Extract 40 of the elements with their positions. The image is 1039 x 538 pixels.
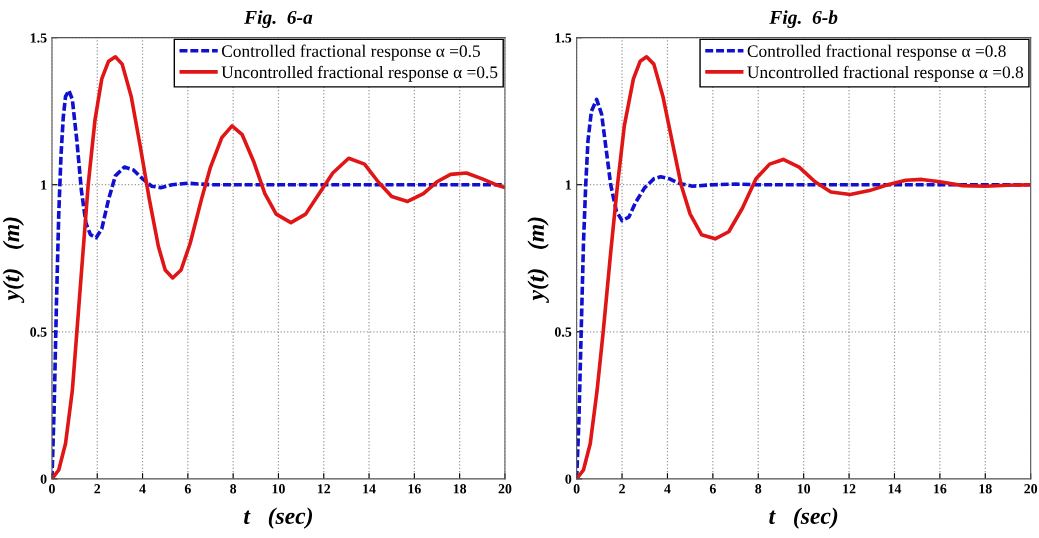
x-axis-title: t (sec) — [769, 507, 838, 529]
y-tick-label: 1 — [565, 180, 572, 190]
x-tick-label: 20 — [1024, 484, 1038, 494]
x-tick-label: 14 — [888, 484, 902, 494]
y-tick-label: 0 — [40, 474, 47, 484]
x-tick-label: 10 — [797, 484, 811, 494]
legend-label: Uncontrolled fractional response α =0.8 — [747, 65, 1024, 82]
x-tick-label: 4 — [664, 484, 671, 494]
chart-title: Fig. 6-a — [244, 10, 313, 28]
x-tick-label: 12 — [843, 484, 856, 494]
x-tick-label: 0 — [49, 484, 55, 494]
x-tick-label: 8 — [755, 484, 762, 494]
x-tick-label: 18 — [979, 484, 992, 494]
x-axis-title: t (sec) — [244, 507, 313, 529]
x-tick-label: 6 — [184, 484, 191, 494]
y-axis-title: y(t) (m) — [2, 217, 25, 303]
y-tick-label: 0.5 — [30, 327, 47, 337]
chart-title: Fig. 6-b — [769, 10, 838, 28]
y-tick-label: 1.5 — [30, 33, 47, 43]
y-tick-label: 1 — [41, 180, 47, 190]
y-tick-label: 0 — [565, 474, 572, 484]
x-tick-label: 10 — [272, 484, 285, 494]
x-tick-label: 6 — [709, 484, 716, 494]
x-tick-label: 20 — [498, 484, 512, 494]
x-tick-label: 12 — [317, 484, 331, 494]
x-tick-label: 4 — [139, 484, 146, 494]
y-tick-label: 1.5 — [555, 33, 572, 43]
x-tick-label: 14 — [363, 484, 376, 494]
y-tick-label: 0.5 — [554, 327, 572, 337]
x-tick-label: 0 — [573, 484, 580, 494]
legend-label: Controlled fractional response α =0.5 — [221, 44, 480, 61]
x-tick-label: 16 — [934, 484, 947, 494]
x-tick-label: 18 — [453, 484, 467, 494]
x-tick-label: 2 — [94, 484, 101, 494]
x-tick-label: 8 — [230, 484, 237, 494]
legend-label: Uncontrolled fractional response α =0.5 — [221, 65, 498, 82]
x-tick-label: 2 — [619, 484, 625, 494]
y-axis-title: y(t) (m) — [527, 217, 549, 303]
x-tick-label: 16 — [408, 484, 421, 494]
legend-label: Controlled fractional response α =0.8 — [747, 44, 1006, 61]
